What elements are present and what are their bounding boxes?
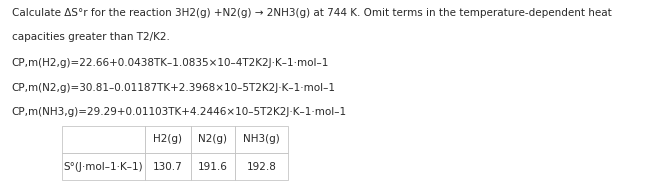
Text: 192.8: 192.8 <box>246 162 277 171</box>
Text: 191.6: 191.6 <box>198 162 228 171</box>
Text: CP,m(NH3,g)=29.29+0.01103TK+4.2446×10–5T2K2J·K–1·mol–1: CP,m(NH3,g)=29.29+0.01103TK+4.2446×10–5T… <box>12 107 347 117</box>
Text: 130.7: 130.7 <box>152 162 183 171</box>
Text: capacities greater than T2/K2.: capacities greater than T2/K2. <box>12 32 170 42</box>
Text: CP,m(N2,g)=30.81–0.01187TK+2.3968×10–5T2K2J·K–1·mol–1: CP,m(N2,g)=30.81–0.01187TK+2.3968×10–5T2… <box>12 83 336 93</box>
Text: CP,m(H2,g)=22.66+0.0438TK–1.0835×10–4T2K2J·K–1·mol–1: CP,m(H2,g)=22.66+0.0438TK–1.0835×10–4T2K… <box>12 58 329 68</box>
Text: H2(g): H2(g) <box>153 134 182 144</box>
Text: N2(g): N2(g) <box>198 134 227 144</box>
Text: Calculate ΔS°r for the reaction 3H2(g) +N2(g) → 2NH3(g) at 744 K. Omit terms in : Calculate ΔS°r for the reaction 3H2(g) +… <box>12 8 612 18</box>
Text: NH3(g): NH3(g) <box>243 134 280 144</box>
Text: S°(J·mol–1·K–1): S°(J·mol–1·K–1) <box>64 162 143 171</box>
